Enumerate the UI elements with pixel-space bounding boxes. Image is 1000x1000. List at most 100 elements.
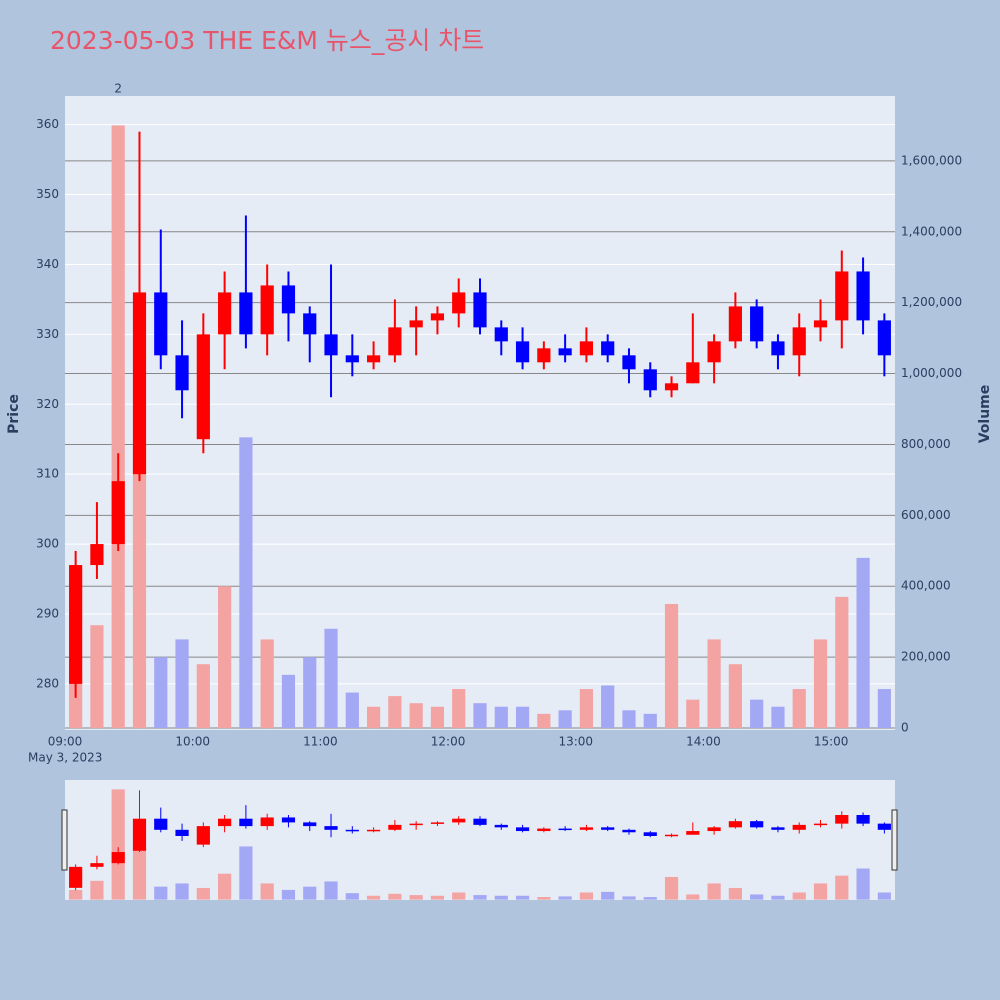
y-tick-label: 350 bbox=[36, 187, 59, 201]
candle-body bbox=[90, 544, 104, 566]
x-tick-label: 14:00 bbox=[686, 735, 721, 749]
volume-bar bbox=[643, 897, 657, 900]
volume-bar bbox=[366, 895, 381, 900]
volume-bar bbox=[856, 868, 870, 900]
candle-body bbox=[175, 355, 189, 391]
volume-bar bbox=[622, 896, 636, 900]
volume-bar bbox=[537, 713, 551, 729]
candle-body bbox=[750, 821, 764, 828]
candle-body bbox=[750, 306, 764, 342]
slider-handle[interactable] bbox=[61, 809, 68, 871]
candle-body bbox=[728, 821, 742, 828]
plot-area bbox=[65, 96, 895, 730]
candle-body bbox=[856, 814, 870, 824]
volume-bar bbox=[154, 657, 168, 729]
volume-bar bbox=[175, 883, 189, 900]
volume-bar bbox=[686, 894, 700, 900]
candle-body bbox=[494, 824, 508, 828]
y-tick-label: 300 bbox=[36, 537, 59, 551]
candle-body bbox=[69, 565, 83, 684]
volume-bar bbox=[877, 892, 891, 900]
candle-body bbox=[111, 481, 125, 545]
slider-handle[interactable] bbox=[891, 809, 898, 871]
volume-bar bbox=[69, 674, 83, 729]
volume-bar bbox=[154, 886, 168, 900]
volume-bar bbox=[494, 895, 508, 900]
volume-bar bbox=[324, 881, 338, 900]
candle-body bbox=[324, 826, 338, 830]
volume-bar bbox=[771, 706, 785, 729]
volume-bar bbox=[664, 603, 679, 729]
candle-body bbox=[558, 348, 572, 356]
volume-bar bbox=[792, 689, 806, 729]
candle-body bbox=[452, 818, 466, 823]
volume-bar bbox=[877, 689, 891, 729]
y-tick-label: 310 bbox=[36, 467, 59, 481]
candle-body bbox=[643, 832, 657, 836]
volume-bar bbox=[409, 703, 423, 729]
volume-bar bbox=[430, 706, 445, 729]
candle-body bbox=[558, 828, 572, 831]
candle-body bbox=[175, 829, 189, 836]
candle-body bbox=[664, 383, 679, 391]
candle-body bbox=[813, 823, 828, 826]
candle-body bbox=[281, 817, 296, 823]
y-tick-label: 360 bbox=[36, 117, 59, 131]
candle-body bbox=[622, 355, 636, 370]
y2-tick-label: 1,200,000 bbox=[901, 295, 962, 309]
volume-bar bbox=[303, 886, 317, 900]
x-tick-label: 11:00 bbox=[303, 735, 338, 749]
volume-bar bbox=[452, 689, 466, 729]
y2-axis-title: Volume bbox=[977, 385, 993, 444]
volume-bar bbox=[856, 557, 870, 729]
volume-bar bbox=[281, 889, 296, 900]
volume-bar bbox=[792, 892, 806, 900]
volume-bar bbox=[430, 895, 445, 900]
candle-body bbox=[430, 313, 445, 321]
volume-bar bbox=[90, 625, 104, 729]
volume-bar bbox=[473, 703, 487, 729]
volume-bar bbox=[835, 596, 849, 729]
volume-bar bbox=[324, 628, 338, 729]
candle-body bbox=[324, 334, 338, 356]
volume-bar bbox=[281, 674, 296, 729]
candle-body bbox=[792, 327, 806, 356]
candle-body bbox=[132, 292, 147, 475]
volume-bar bbox=[90, 880, 104, 900]
volume-bar bbox=[707, 883, 721, 900]
volume-bar bbox=[728, 887, 742, 900]
y-tick-label: 320 bbox=[36, 397, 59, 411]
range-slider[interactable] bbox=[65, 780, 895, 900]
x-tick-label: 12:00 bbox=[431, 735, 466, 749]
volume-bar bbox=[643, 713, 657, 729]
chart-title: 2023-05-03 THE E&M 뉴스_공시 차트 bbox=[50, 26, 484, 55]
candle-body bbox=[813, 320, 828, 328]
volume-bar bbox=[473, 895, 487, 900]
candle-body bbox=[579, 827, 594, 830]
candle-body bbox=[260, 817, 274, 827]
candle-body bbox=[622, 829, 636, 833]
volume-bar bbox=[494, 706, 508, 729]
y-tick-label: 280 bbox=[36, 676, 59, 690]
volume-bar bbox=[260, 639, 274, 729]
volume-bar bbox=[558, 896, 572, 900]
candle-body bbox=[154, 818, 168, 830]
y2-tick-label: 1,600,000 bbox=[901, 153, 962, 167]
candle-body bbox=[835, 814, 849, 824]
volume-bar bbox=[771, 895, 785, 900]
volume-bar bbox=[218, 586, 232, 729]
candle-body bbox=[388, 327, 402, 356]
y-tick-label: 330 bbox=[36, 327, 59, 341]
candle-body bbox=[856, 271, 870, 321]
candle-body bbox=[452, 292, 466, 314]
y2-tick-label: 600,000 bbox=[901, 508, 951, 522]
volume-bar bbox=[707, 639, 721, 729]
volume-bar bbox=[111, 125, 125, 729]
candle-body bbox=[473, 292, 487, 328]
y2-tick-label: 200,000 bbox=[901, 650, 951, 664]
candle-body bbox=[409, 823, 423, 826]
candle-body bbox=[771, 827, 785, 830]
candle-body bbox=[154, 292, 168, 356]
volume-bar bbox=[579, 892, 594, 900]
